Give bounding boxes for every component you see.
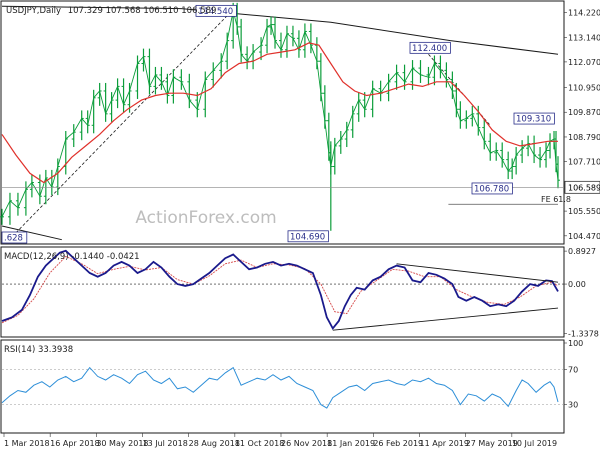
x-tick-label: 27 May 2019 bbox=[466, 439, 518, 448]
price-tick-label: 112.070 bbox=[568, 58, 600, 67]
price-tick-label: 110.950 bbox=[568, 84, 600, 93]
macd-signal-line bbox=[1, 255, 559, 324]
price-tick-label: 108.790 bbox=[568, 133, 600, 142]
x-tick-label: 30 May 2018 bbox=[96, 439, 148, 448]
macd-panel-frame bbox=[0, 246, 565, 338]
price-trendline-upper bbox=[1, 5, 559, 55]
current-price-label: 106.589 bbox=[568, 183, 600, 192]
macd-tick-label: 0.00 bbox=[568, 280, 586, 289]
price-dashed-line bbox=[15, 5, 238, 234]
x-tick-label: 11 Jan 2019 bbox=[327, 439, 375, 448]
x-tick-label: 13 Jul 2018 bbox=[143, 439, 188, 448]
rsi-tick-label: 30 bbox=[568, 401, 578, 410]
price-plot: FE 61.8 114.540 112.400 109.310 106.780 104.6… bbox=[0, 2, 571, 244]
price-label-box bbox=[513, 112, 555, 125]
rsi-line bbox=[1, 366, 559, 409]
x-tick-label: 11 Apr 2019 bbox=[420, 439, 469, 448]
price-panel-frame bbox=[0, 0, 565, 245]
price-tick-label: 113.140 bbox=[568, 33, 600, 42]
fe-level-label: FE 61.8 bbox=[541, 195, 571, 204]
x-tick-label: 26 Feb 2019 bbox=[373, 439, 423, 448]
price-label-box bbox=[287, 230, 329, 243]
price-close-line bbox=[1, 10, 559, 218]
price-label-text: 106.780 bbox=[474, 184, 509, 194]
rsi-plot bbox=[1, 366, 564, 409]
price-label-text: .628 bbox=[4, 234, 23, 244]
macd-line bbox=[1, 249, 559, 331]
macd-tick-label: 0.8927 bbox=[568, 247, 596, 256]
price-label-text: 112.400 bbox=[412, 44, 447, 54]
macd-trendline-upper bbox=[396, 263, 559, 283]
price-tick-label: 109.870 bbox=[568, 108, 600, 117]
price-bars bbox=[0, 2, 560, 225]
macd-title: MACD(12,26,9) -0.1440 -0.0421 bbox=[4, 252, 140, 262]
ema-line bbox=[1, 42, 558, 184]
watermark: ActionForex.com bbox=[135, 208, 276, 228]
x-tick-label: 28 Aug 2018 bbox=[189, 439, 240, 448]
x-tick-label: 10 Jul 2019 bbox=[512, 439, 557, 448]
price-tick-label: 104.470 bbox=[568, 232, 600, 241]
price-tick-label: 107.710 bbox=[568, 158, 600, 167]
x-tick-label: 11 Oct 2018 bbox=[235, 439, 284, 448]
current-price-tag bbox=[564, 180, 600, 194]
rsi-title: RSI(14) 33.3938 bbox=[4, 345, 73, 355]
macd-tick-label: -1.3378 bbox=[568, 329, 599, 338]
axes: 114.220 113.140 112.070 110.950 109.870 108.7… bbox=[3, 9, 600, 448]
symbol-title: USDJPY,Daily bbox=[6, 6, 61, 16]
x-tick-label: 1 Mar 2018 bbox=[4, 439, 50, 448]
price-title: USDJPY,Daily 107.329 107.568 106.510 106… bbox=[6, 6, 216, 16]
x-tick-label: 16 Apr 2018 bbox=[50, 439, 99, 448]
price-tick-label: 114.220 bbox=[568, 9, 600, 18]
price-label-box bbox=[195, 4, 237, 17]
price-label-box bbox=[471, 182, 513, 195]
price-label-text: 109.310 bbox=[516, 115, 551, 125]
rsi-tick-label: 100 bbox=[568, 339, 583, 348]
rsi-panel-frame bbox=[0, 339, 565, 434]
x-tick-label: 26 Nov 2018 bbox=[281, 439, 332, 448]
price-trendline-lower bbox=[1, 225, 62, 241]
price-label-box bbox=[409, 41, 451, 54]
price-label-box bbox=[1, 231, 28, 244]
price-tick-label: 105.550 bbox=[568, 207, 600, 216]
ohlc-values: 107.329 107.568 106.510 106.589 bbox=[68, 6, 217, 16]
rsi-tick-label: 70 bbox=[568, 365, 578, 374]
macd-plot bbox=[1, 249, 564, 331]
price-label-text: 114.540 bbox=[198, 7, 233, 17]
macd-trendline-lower bbox=[332, 307, 559, 331]
price-label-text: 104.690 bbox=[290, 232, 325, 242]
